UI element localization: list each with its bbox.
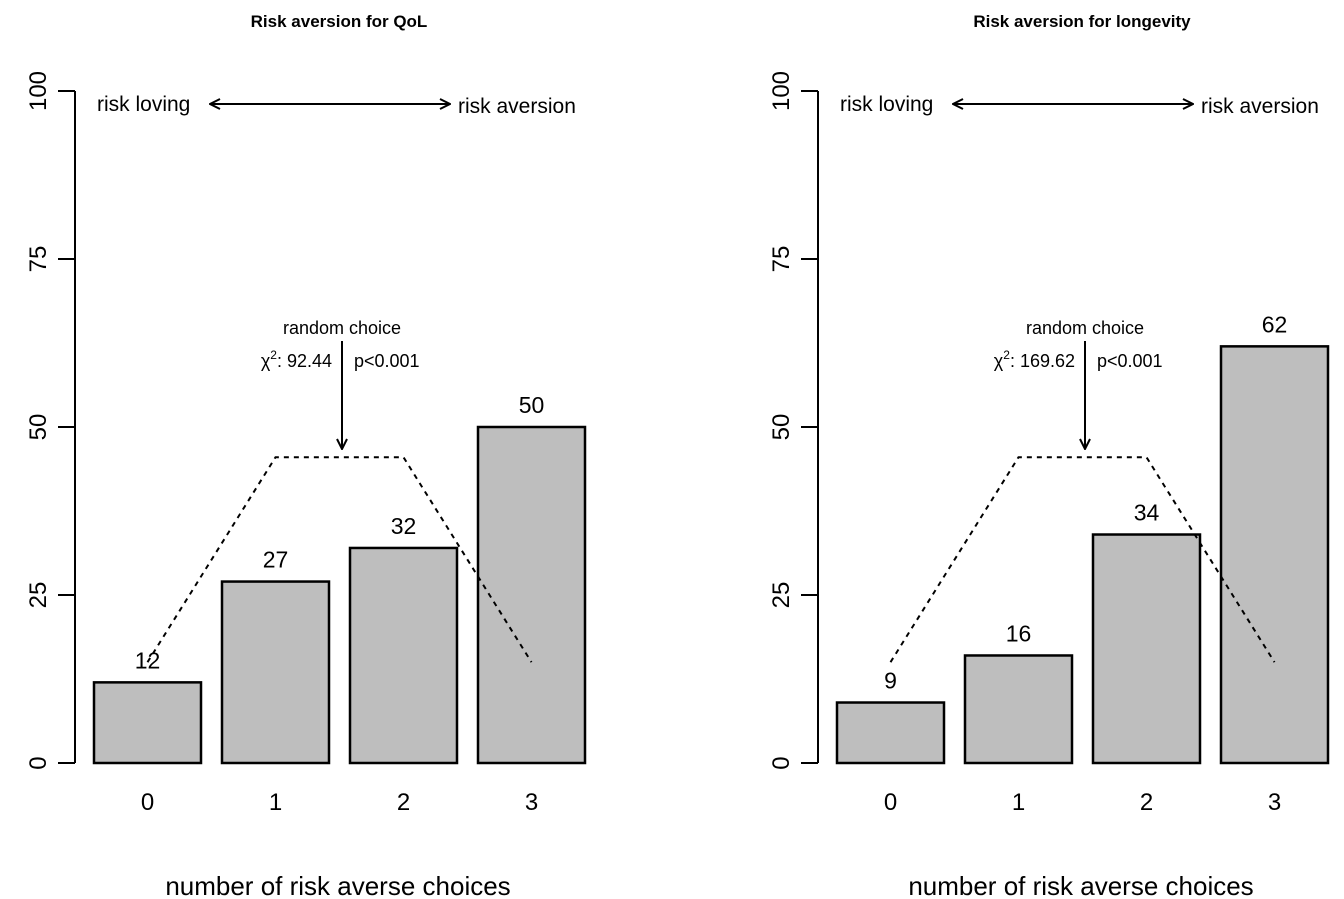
chart-title: Risk aversion for QoL: [251, 12, 428, 31]
random-choice-line: [146, 456, 533, 663]
bar-value-label: 16: [1006, 620, 1032, 646]
y-tick-label: 75: [25, 246, 52, 273]
random-choice-label: random choice: [1026, 318, 1144, 338]
x-tick-label: 2: [1140, 789, 1153, 816]
x-axis-label: number of risk averse choices: [908, 871, 1253, 899]
bar-0: [835, 701, 946, 765]
x-tick-label: 2: [397, 789, 410, 816]
bar-2: [348, 546, 459, 765]
bar-value-label: 34: [1134, 500, 1160, 526]
bar-3: [1219, 345, 1330, 765]
bar-value-label: 9: [884, 668, 897, 694]
bar-1: [220, 580, 331, 765]
x-tick-label: 1: [1012, 789, 1025, 816]
x-axis-label: number of risk averse choices: [165, 871, 510, 899]
random-choice-line: [889, 456, 1276, 663]
bar-2: [1091, 533, 1202, 765]
chi-square-stat: χ2: 92.44: [261, 348, 332, 371]
bar-1: [963, 654, 1074, 765]
y-tick-label: 50: [25, 414, 52, 441]
bar-value-label: 62: [1262, 311, 1288, 337]
chart-panel-1: Risk aversion for QoL0255075100120271322…: [25, 12, 587, 899]
chart-title: Risk aversion for longevity: [973, 12, 1191, 31]
p-value-label: p<0.001: [354, 351, 420, 371]
x-tick-label: 0: [141, 789, 154, 816]
risk-aversion-label: risk aversion: [1201, 95, 1319, 118]
bar-3: [476, 425, 587, 765]
x-tick-label: 3: [525, 789, 538, 816]
risk-loving-label: risk loving: [97, 93, 190, 116]
random-choice-label: random choice: [283, 318, 401, 338]
x-tick-label: 1: [269, 789, 282, 816]
risk-loving-label: risk loving: [840, 93, 933, 116]
bar-0: [92, 681, 203, 765]
x-tick-label: 0: [884, 789, 897, 816]
bar-value-label: 27: [263, 547, 289, 573]
chart-panel-2: Risk aversion for longevity 0 25 50 75 100 9 0 1…: [768, 12, 1330, 899]
y-tick-label: 50: [768, 414, 795, 441]
chi-square-stat: χ2: 169.62: [994, 348, 1075, 371]
y-tick-label: 25: [25, 582, 52, 609]
y-tick-label: 25: [768, 582, 795, 609]
risk-aversion-label: risk aversion: [458, 95, 576, 118]
y-tick-label: 100: [25, 71, 52, 111]
bar-value-label: 50: [519, 392, 545, 418]
y-tick-label: 100: [768, 71, 795, 111]
y-tick-label: 0: [25, 756, 52, 769]
y-tick-label: 75: [768, 246, 795, 273]
p-value-label: p<0.001: [1097, 351, 1163, 371]
y-tick-label: 0: [768, 756, 795, 769]
bar-value-label: 32: [391, 513, 417, 539]
x-tick-label: 3: [1268, 789, 1281, 816]
